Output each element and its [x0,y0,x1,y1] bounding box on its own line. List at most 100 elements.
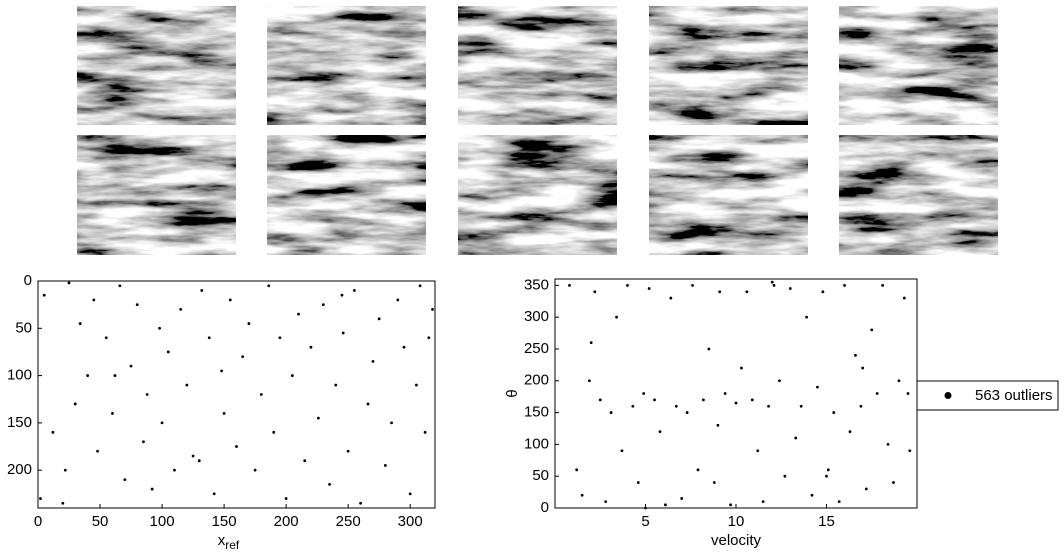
scatter-point [51,430,55,434]
x-tick-label: 200 [274,513,299,530]
scatter-point [328,482,331,486]
plot-frame [37,280,436,509]
scatter-point [145,393,149,396]
scatter-point [272,430,276,434]
x-axis-label: xref [218,532,240,552]
scatter-point [212,492,216,496]
scatter-point [284,497,288,500]
scatter-point [875,392,879,395]
y-tick-label: 200 [7,461,32,478]
y-tick-label: 300 [524,308,549,325]
plot-frame [554,278,918,509]
y-tick-label: 0 [541,499,549,516]
scatter-point [408,492,412,496]
scatter-point [750,398,754,402]
scatter-point [712,481,716,484]
scatter-point [716,423,720,427]
scatter-point [729,503,732,507]
scatter-point [341,331,345,335]
scatter-point [228,298,232,302]
x-label-sub: ref [225,538,240,552]
x-tick-label: 100 [150,513,175,530]
scatter-point [235,445,238,448]
scatter-point [756,449,760,453]
scatter-point [179,307,183,311]
scatter-point [63,468,67,472]
scatter-point [67,281,71,285]
y-tick-label: 50 [532,467,549,484]
scatter-point [669,296,673,300]
scatter-point [346,449,350,453]
scatter-point [825,474,828,478]
scatter-point [377,317,381,321]
scatter-point [658,430,662,434]
texture-image [458,135,617,255]
scatter-point [685,411,689,414]
scatter-point [702,398,705,402]
scatter-point [253,468,257,472]
scatter-point [423,430,427,434]
scatter-point [859,404,863,408]
scatter-point [166,350,170,354]
scatter-point [620,449,624,453]
scatter-point [259,393,263,396]
scatter-point [418,284,422,288]
scatter-point [680,497,684,500]
scatter-point [783,474,787,478]
y-axis-label: θ [504,389,521,397]
scatter-point [740,366,743,370]
scatter-point [359,501,362,505]
scatter-point [73,402,77,406]
scatter-point [674,404,678,408]
legend-box [916,380,1059,411]
scatter-point [135,303,139,307]
scatter-point [142,440,145,444]
scatter-point [653,398,656,402]
scatter-point [427,336,431,340]
texture-image [649,135,808,255]
scatter-point [615,315,618,319]
scatter-point [604,500,608,504]
scatter-point [352,289,356,292]
texture-image [267,135,426,255]
scatter-point [78,322,82,325]
scatter-point [334,383,338,387]
scatter-point [794,436,798,440]
scatter-point [402,345,406,349]
scatter-point [696,468,700,472]
scatter-point [580,493,584,497]
scatter-point [587,379,591,383]
scatter-point [267,284,271,288]
scatter-point [644,506,647,510]
scatter-point [118,284,122,288]
scatter-point [113,374,117,377]
legend-marker [944,392,952,399]
scatter-point [770,280,774,284]
scatter-point [761,500,765,504]
y-tick-label: 200 [524,372,549,389]
x-tick-label: 0 [34,513,42,530]
x-tick-label: 15 [818,513,835,530]
scatter-point [111,412,114,415]
scatter-point [39,497,42,500]
scatter-point [200,289,204,292]
x-tick-label: 50 [92,513,109,530]
scatter-point [864,487,868,491]
scatter-point [881,283,885,287]
scatter-point [826,468,830,472]
scatter-point [821,290,825,294]
scatter-point [691,283,694,287]
scatter-point [366,402,370,406]
scatter-point [150,487,154,491]
scatter-point [61,501,65,505]
y-tick-label: 150 [7,414,32,431]
texture-image [839,135,998,255]
y-tick-label: 0 [24,272,32,289]
y-tick-label: 100 [7,367,32,384]
scatter-point [129,364,133,368]
scatter-point [837,500,841,504]
x-tick-label: 5 [641,513,649,530]
scatter-point [185,383,189,387]
scatter-point [42,293,46,297]
